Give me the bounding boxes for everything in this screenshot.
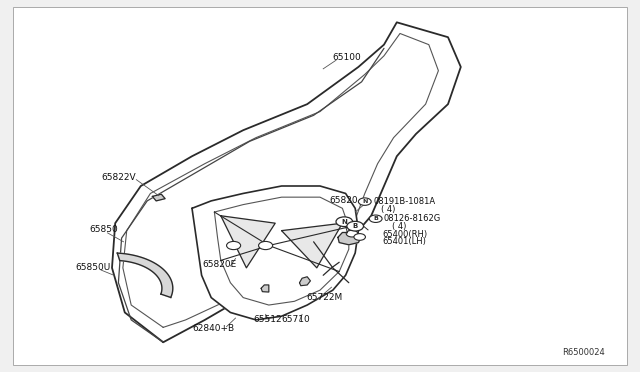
- Circle shape: [346, 230, 358, 237]
- Polygon shape: [152, 194, 165, 201]
- Circle shape: [259, 241, 273, 250]
- Polygon shape: [112, 22, 461, 342]
- Text: 65820E: 65820E: [202, 260, 237, 269]
- Text: 65850U: 65850U: [76, 263, 111, 272]
- Polygon shape: [221, 216, 275, 268]
- Text: 65820: 65820: [330, 196, 358, 205]
- Text: 65850: 65850: [90, 225, 118, 234]
- Circle shape: [354, 234, 365, 240]
- Text: 65822V: 65822V: [101, 173, 136, 182]
- Circle shape: [358, 198, 371, 205]
- Polygon shape: [117, 253, 173, 298]
- Text: ( 4): ( 4): [381, 205, 395, 214]
- Text: B: B: [373, 216, 378, 221]
- Text: N: N: [362, 199, 367, 204]
- Polygon shape: [261, 285, 269, 292]
- Text: 65401(LH): 65401(LH): [382, 237, 426, 246]
- Text: 65512: 65512: [253, 315, 282, 324]
- Circle shape: [347, 221, 364, 231]
- Text: 08191B-1081A: 08191B-1081A: [373, 197, 435, 206]
- Circle shape: [227, 241, 241, 250]
- Text: ( 4): ( 4): [392, 222, 406, 231]
- Polygon shape: [282, 223, 342, 268]
- Polygon shape: [300, 277, 310, 286]
- Text: 65400(RH): 65400(RH): [382, 230, 428, 239]
- Text: 65100: 65100: [333, 53, 362, 62]
- FancyBboxPatch shape: [13, 7, 627, 365]
- Polygon shape: [192, 186, 358, 320]
- Text: 65722M: 65722M: [306, 293, 342, 302]
- Text: R6500024: R6500024: [562, 348, 605, 357]
- Text: B: B: [353, 223, 358, 229]
- Polygon shape: [338, 232, 362, 245]
- Text: 62840+B: 62840+B: [192, 324, 234, 333]
- Circle shape: [369, 215, 382, 222]
- Text: 65710: 65710: [282, 315, 310, 324]
- Text: N: N: [341, 219, 348, 225]
- Circle shape: [336, 217, 353, 227]
- Text: 08126-8162G: 08126-8162G: [384, 214, 441, 223]
